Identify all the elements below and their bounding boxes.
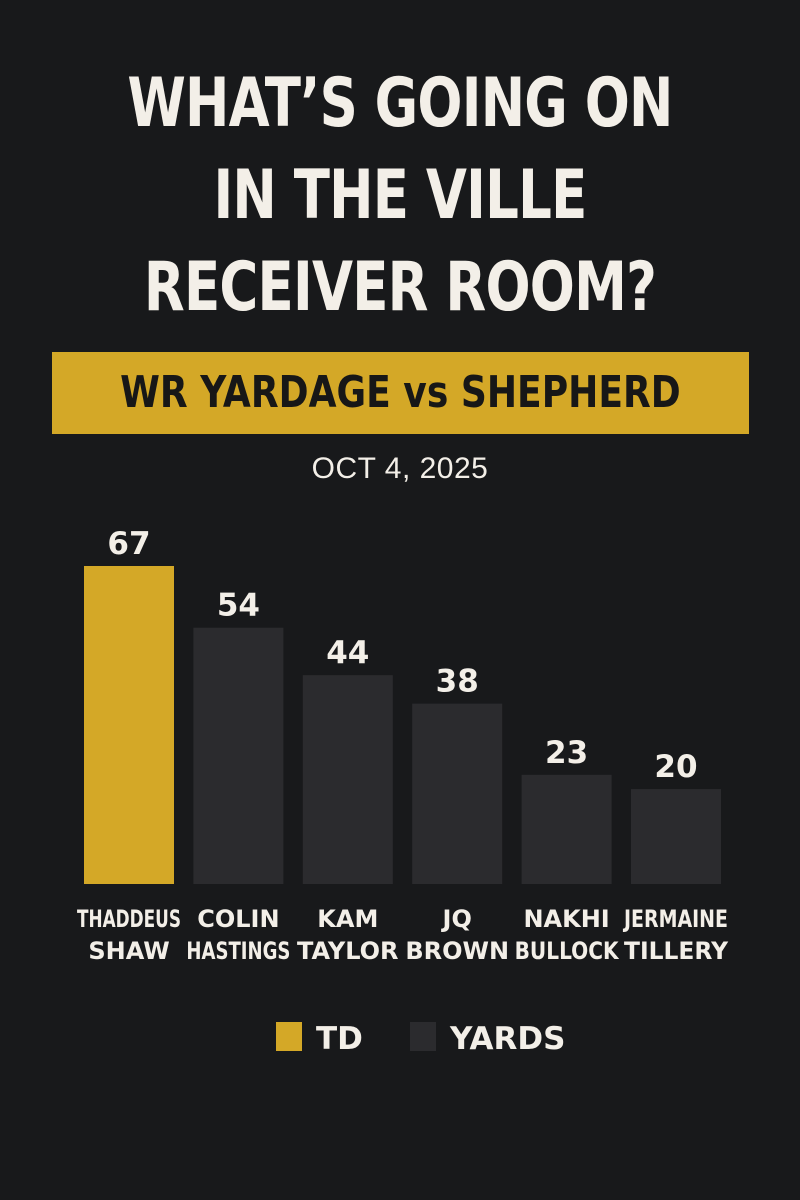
x-tick-label-line: JQ	[441, 905, 472, 933]
legend-swatch-2	[410, 1022, 436, 1051]
x-tick-label-line: COLIN	[197, 905, 279, 933]
x-tick-label-line: TAYLOR	[297, 937, 398, 965]
legend-label-2: YARDS	[449, 1021, 565, 1057]
game-date: OCT 4, 2025	[311, 452, 489, 485]
x-tick-label-line: BROWN	[405, 937, 509, 965]
x-tick-label-6: JERMAINE TILLERY	[622, 905, 728, 965]
x-tick-label-line: HASTINGS	[186, 937, 290, 965]
bar-5	[521, 774, 612, 884]
bar-value-1: 67	[107, 526, 150, 562]
x-tick-label-line: BULLOCK	[515, 937, 620, 965]
x-tick-label-1: THADDEUS SHAW	[77, 905, 181, 965]
x-tick-label-5: NAKHI BULLOCK	[515, 905, 620, 965]
bar-1	[84, 566, 174, 884]
headline-line-1: WHAT’S GOING ON	[127, 64, 673, 143]
title-banner: WR YARDAGE vs SHEPHERD	[52, 352, 749, 434]
x-tick-label-line: NAKHI	[523, 905, 609, 933]
x-tick-label-line: SHAW	[88, 937, 169, 965]
x-tick-label-2: COLIN HASTINGS	[186, 905, 290, 965]
bar-6	[631, 789, 721, 884]
legend: TD YARDS	[276, 1021, 565, 1057]
bar-value-3: 44	[326, 635, 369, 671]
bar-value-2: 54	[217, 588, 260, 624]
bar-value-4: 38	[436, 664, 479, 700]
legend-label-1: TD	[316, 1021, 363, 1057]
bar-4	[412, 703, 503, 884]
x-tick-label-line: JERMAINE	[622, 905, 728, 933]
x-tick-label-line: KAM	[317, 905, 378, 933]
headline-line-2: IN THE VILLE	[213, 156, 587, 235]
x-tick-label-line: THADDEUS	[77, 905, 181, 933]
headline-line-3: RECEIVER ROOM?	[143, 248, 657, 327]
bar-value-6: 20	[654, 749, 697, 785]
bar-values-group: 67 54 44 38 23 20	[107, 526, 697, 785]
page-headline: WHAT’S GOING ON IN THE VILLE RECEIVER RO…	[88, 58, 712, 334]
x-tick-label-4: JQ BROWN	[405, 905, 509, 965]
bars-group	[84, 566, 721, 884]
bar-2	[193, 627, 284, 884]
x-tick-label-3: KAM TAYLOR	[297, 905, 398, 965]
chart-title: WR YARDAGE vs SHEPHERD	[120, 367, 681, 418]
bar-3	[302, 675, 393, 884]
bar-labels-group: THADDEUS SHAW COLIN HASTINGS KAM TAYLOR JQ BROW…	[77, 905, 729, 965]
x-tick-label-line: TILLERY	[624, 937, 729, 965]
legend-swatch-1	[276, 1022, 302, 1051]
bar-value-5: 23	[545, 735, 588, 771]
